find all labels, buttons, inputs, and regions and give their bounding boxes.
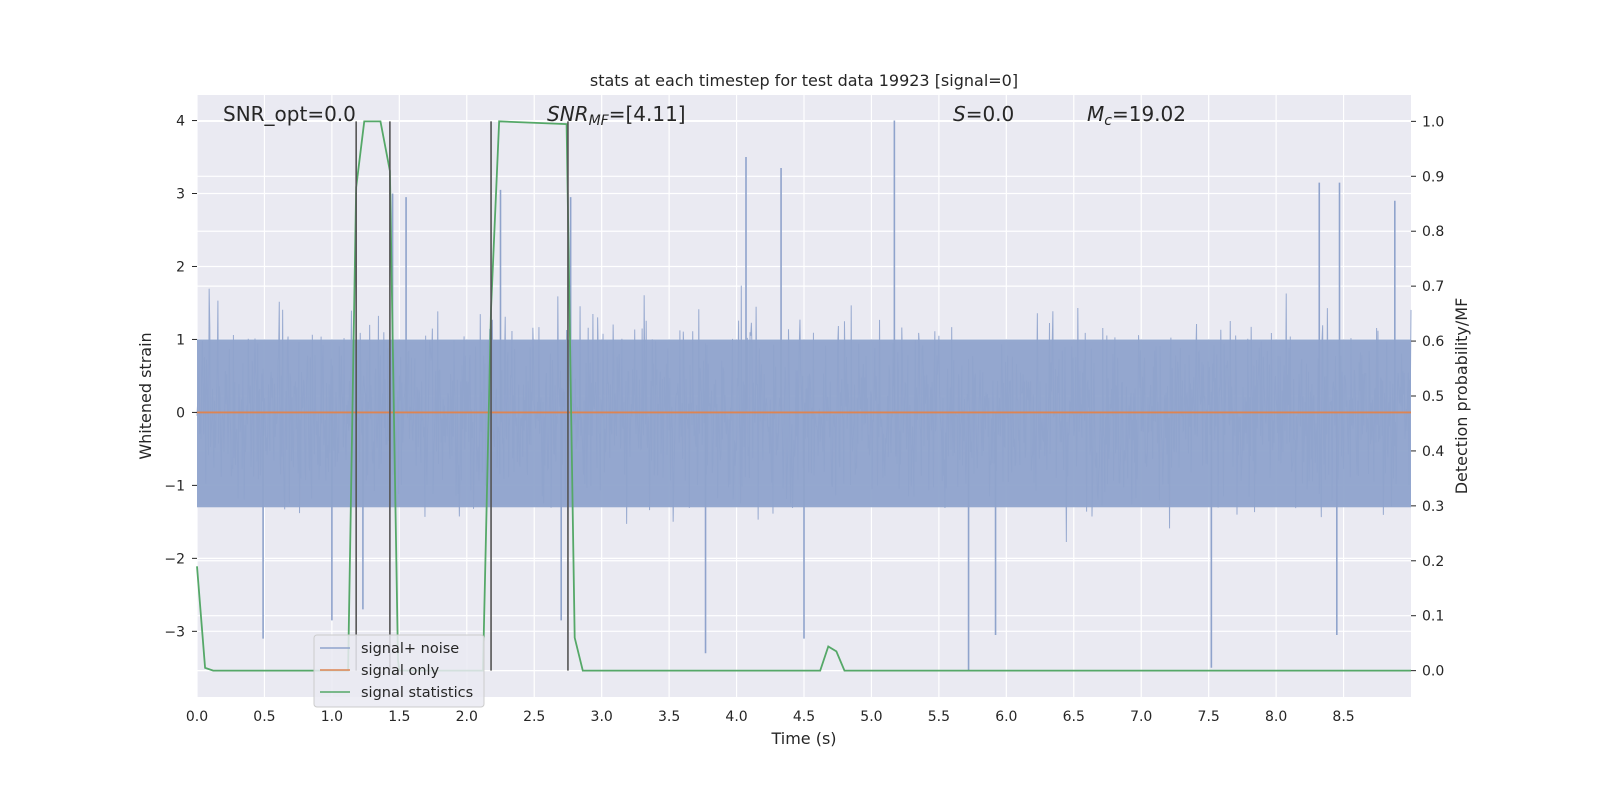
x-tick-label: 5.5 bbox=[928, 709, 950, 725]
y-right-tick-label: 0.6 bbox=[1422, 334, 1444, 350]
ticks: 0.0 0.5 1.0 1.5 2.0 2.5 3.0 3.5 4.0 4.5 5.0 5.5 6.0 6… bbox=[164, 114, 1444, 725]
x-tick-label: 3.5 bbox=[658, 709, 680, 725]
vertical-markers bbox=[355, 121, 569, 671]
annotation-s: S=0.0 bbox=[953, 102, 1014, 126]
x-tick-label: 0.0 bbox=[186, 709, 208, 725]
y-left-tick-label: −1 bbox=[164, 478, 185, 494]
x-tick-label: 8.5 bbox=[1332, 709, 1354, 725]
x-tick-label: 2.0 bbox=[456, 709, 478, 725]
noise-series bbox=[196, 120, 1412, 672]
mc-symbol: M bbox=[1087, 102, 1104, 126]
chart-title: stats at each timestep for test data 199… bbox=[590, 71, 1018, 90]
y-right-tick-label: 0.0 bbox=[1422, 664, 1444, 680]
y-right-tick-label: 0.1 bbox=[1422, 609, 1444, 625]
legend-label-signal-noise: signal+ noise bbox=[361, 641, 459, 657]
y-left-tick-label: 0 bbox=[176, 405, 185, 421]
snr-mf-value: =[4.11] bbox=[609, 102, 686, 126]
legend-label-signal-statistics: signal statistics bbox=[361, 685, 473, 701]
x-tick-label: 7.5 bbox=[1198, 709, 1220, 725]
annotation-mc: Mc=19.02 bbox=[1087, 102, 1186, 129]
legend: signal+ noise signal only signal statist… bbox=[313, 634, 485, 708]
y-right-tick-label: 0.9 bbox=[1422, 169, 1444, 185]
x-tick-label: 4.5 bbox=[793, 709, 815, 725]
s-value: =0.0 bbox=[966, 102, 1015, 126]
annotation-snr-opt: SNR_opt=0.0 bbox=[223, 102, 356, 126]
y-right-tick-label: 0.4 bbox=[1422, 444, 1444, 460]
y-axis-right-label: Detection probability/MF bbox=[1452, 298, 1471, 495]
s-symbol: S bbox=[953, 102, 966, 126]
x-tick-label: 6.5 bbox=[1063, 709, 1085, 725]
legend-label-signal-only: signal only bbox=[361, 663, 440, 679]
mc-value: =19.02 bbox=[1112, 102, 1186, 126]
mc-subscript: c bbox=[1104, 113, 1112, 129]
x-tick-label: 5.0 bbox=[860, 709, 882, 725]
x-tick-label: 7.0 bbox=[1130, 709, 1152, 725]
y-left-tick-label: 3 bbox=[176, 187, 185, 203]
annotation-snr-mf: SNRMF=[4.11] bbox=[547, 102, 686, 129]
x-tick-label: 3.0 bbox=[591, 709, 613, 725]
y-left-tick-label: 4 bbox=[176, 114, 185, 130]
x-tick-label: 6.0 bbox=[995, 709, 1017, 725]
y-right-tick-label: 0.8 bbox=[1422, 224, 1444, 240]
y-left-tick-label: −3 bbox=[164, 624, 185, 640]
x-tick-label: 1.5 bbox=[388, 709, 410, 725]
y-axis-left-label: Whitened strain bbox=[136, 332, 155, 459]
x-tick-label: 2.5 bbox=[523, 709, 545, 725]
y-left-tick-label: 2 bbox=[176, 259, 185, 275]
y-right-tick-label: 0.3 bbox=[1422, 499, 1444, 515]
y-right-tick-label: 0.2 bbox=[1422, 554, 1444, 570]
legend-box bbox=[313, 634, 485, 708]
y-left-tick-label: −2 bbox=[164, 551, 185, 567]
x-tick-label: 4.0 bbox=[725, 709, 747, 725]
snr-mf-symbol: SNR bbox=[547, 102, 589, 126]
y-right-tick-label: 0.7 bbox=[1422, 279, 1444, 295]
y-right-tick-label: 1.0 bbox=[1422, 114, 1444, 130]
y-left-tick-label: 1 bbox=[176, 332, 185, 348]
y-right-tick-label: 0.5 bbox=[1422, 389, 1444, 405]
x-tick-label: 1.0 bbox=[321, 709, 343, 725]
x-axis-label: Time (s) bbox=[770, 729, 836, 748]
x-tick-label: 0.5 bbox=[253, 709, 275, 725]
x-tick-label: 8.0 bbox=[1265, 709, 1287, 725]
snr-mf-subscript: MF bbox=[589, 113, 610, 129]
